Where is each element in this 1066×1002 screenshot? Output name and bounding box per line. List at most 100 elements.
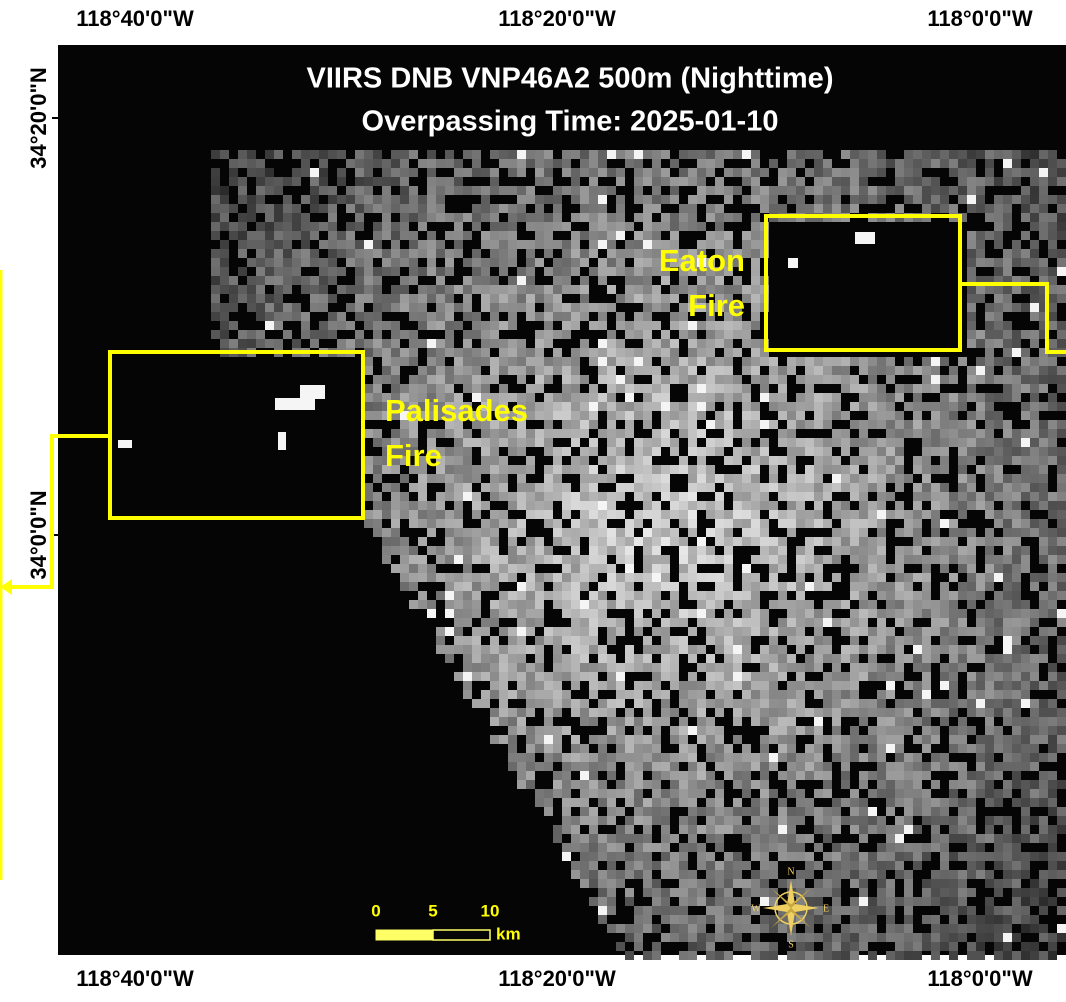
light-pixel [364,456,373,465]
light-pixel [715,951,724,960]
light-pixel [472,636,481,645]
light-pixel [949,555,958,564]
light-pixel [1003,906,1012,915]
light-pixel [922,186,931,195]
light-pixel [238,150,247,159]
light-pixel [607,852,616,861]
light-pixel [553,627,562,636]
light-pixel [1021,528,1030,537]
light-pixel [805,447,814,456]
light-pixel [931,186,940,195]
light-pixel [985,564,994,573]
light-pixel [967,555,976,564]
light-pixel [949,150,958,159]
light-pixel [427,564,436,573]
light-pixel [886,600,895,609]
light-pixel [976,150,985,159]
light-pixel [535,429,544,438]
light-pixel [598,789,607,798]
light-pixel [265,168,274,177]
light-pixel [850,177,859,186]
light-pixel [904,159,913,168]
light-pixel [760,609,769,618]
light-pixel [1030,150,1039,159]
light-pixel [967,285,976,294]
light-pixel [1012,573,1021,582]
light-pixel [1021,600,1030,609]
light-pixel [850,681,859,690]
light-pixel [778,519,787,528]
hotspot [300,385,325,399]
light-pixel [652,546,661,555]
light-pixel [679,852,688,861]
light-pixel [1048,231,1057,240]
light-pixel [895,852,904,861]
light-pixel [1012,627,1021,636]
light-pixel [589,348,598,357]
light-pixel [778,807,787,816]
light-pixel [607,888,616,897]
light-pixel [760,915,769,924]
light-pixel [1039,438,1048,447]
light-pixel [697,708,706,717]
light-pixel [751,456,760,465]
light-pixel [868,627,877,636]
light-pixel [778,852,787,861]
light-pixel [976,789,985,798]
light-pixel [220,303,229,312]
light-pixel [364,258,373,267]
light-pixel [688,357,697,366]
light-pixel [796,186,805,195]
light-pixel [697,861,706,870]
light-pixel [1012,375,1021,384]
light-pixel [220,195,229,204]
light-pixel [868,546,877,555]
light-pixel [589,789,598,798]
light-pixel [1048,150,1057,159]
light-pixel [310,168,319,177]
light-pixel [940,492,949,501]
light-pixel [931,384,940,393]
light-pixel [1039,519,1048,528]
light-pixel [706,339,715,348]
light-pixel [679,168,688,177]
light-pixel [274,240,283,249]
light-pixel [643,825,652,834]
eaton-fire-label: Fire [688,288,745,323]
hotspot [855,232,875,244]
light-pixel [1003,861,1012,870]
light-pixel [517,600,526,609]
light-pixel [607,573,616,582]
light-pixel [418,474,427,483]
light-pixel [940,159,949,168]
light-pixel [373,150,382,159]
light-pixel [1030,501,1039,510]
light-pixel [1030,582,1039,591]
light-pixel [643,240,652,249]
light-pixel [967,627,976,636]
light-pixel [850,483,859,492]
light-pixel [823,735,832,744]
light-pixel [229,339,238,348]
light-pixel [688,501,697,510]
light-pixel [958,456,967,465]
light-pixel [607,906,616,915]
light-pixel [697,924,706,933]
light-pixel [814,753,823,762]
light-pixel [643,582,652,591]
light-pixel [1030,519,1039,528]
light-pixel [949,708,958,717]
light-pixel [598,915,607,924]
light-pixel [841,474,850,483]
light-pixel [913,465,922,474]
light-pixel [247,231,256,240]
light-pixel [436,636,445,645]
light-pixel [859,699,868,708]
light-pixel [796,609,805,618]
light-pixel [805,438,814,447]
light-pixel [868,600,877,609]
light-pixel [976,843,985,852]
light-pixel [904,771,913,780]
light-pixel [814,510,823,519]
light-pixel [1057,519,1066,528]
